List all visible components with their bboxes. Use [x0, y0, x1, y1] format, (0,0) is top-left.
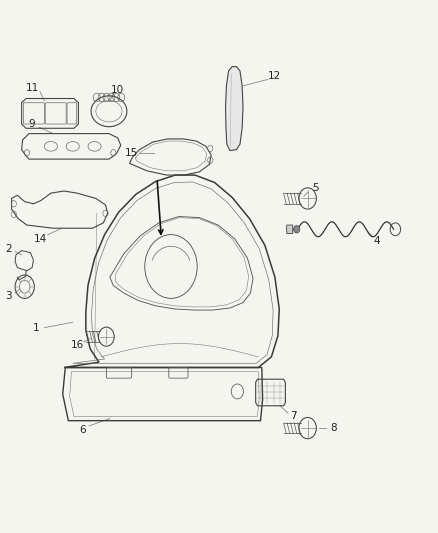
Polygon shape: [226, 67, 243, 151]
Text: 12: 12: [268, 71, 282, 81]
Text: 2: 2: [5, 245, 12, 254]
Text: 9: 9: [29, 119, 35, 129]
Text: 1: 1: [33, 322, 40, 333]
Circle shape: [293, 225, 300, 233]
Text: 10: 10: [111, 85, 124, 95]
Text: 3: 3: [5, 290, 12, 301]
Text: 16: 16: [71, 340, 84, 350]
Text: 14: 14: [34, 234, 47, 244]
Text: 8: 8: [330, 423, 337, 433]
FancyBboxPatch shape: [287, 225, 293, 233]
Text: 11: 11: [26, 83, 39, 93]
Text: 15: 15: [125, 148, 138, 158]
Text: 7: 7: [290, 411, 297, 422]
Text: 4: 4: [374, 236, 380, 246]
Text: 5: 5: [312, 183, 318, 193]
Text: 6: 6: [79, 425, 86, 435]
